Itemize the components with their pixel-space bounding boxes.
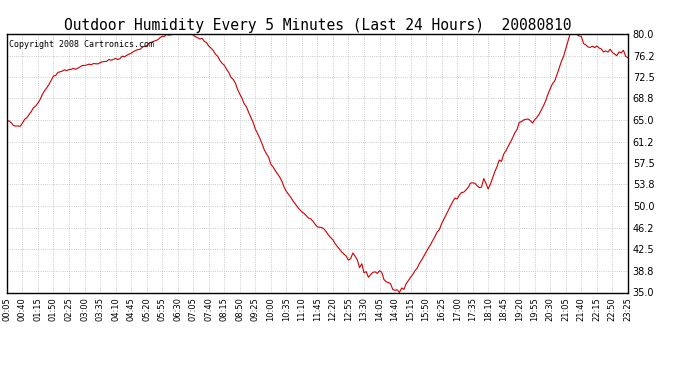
Title: Outdoor Humidity Every 5 Minutes (Last 24 Hours)  20080810: Outdoor Humidity Every 5 Minutes (Last 2… [63,18,571,33]
Text: Copyright 2008 Cartronics.com: Copyright 2008 Cartronics.com [9,40,154,49]
